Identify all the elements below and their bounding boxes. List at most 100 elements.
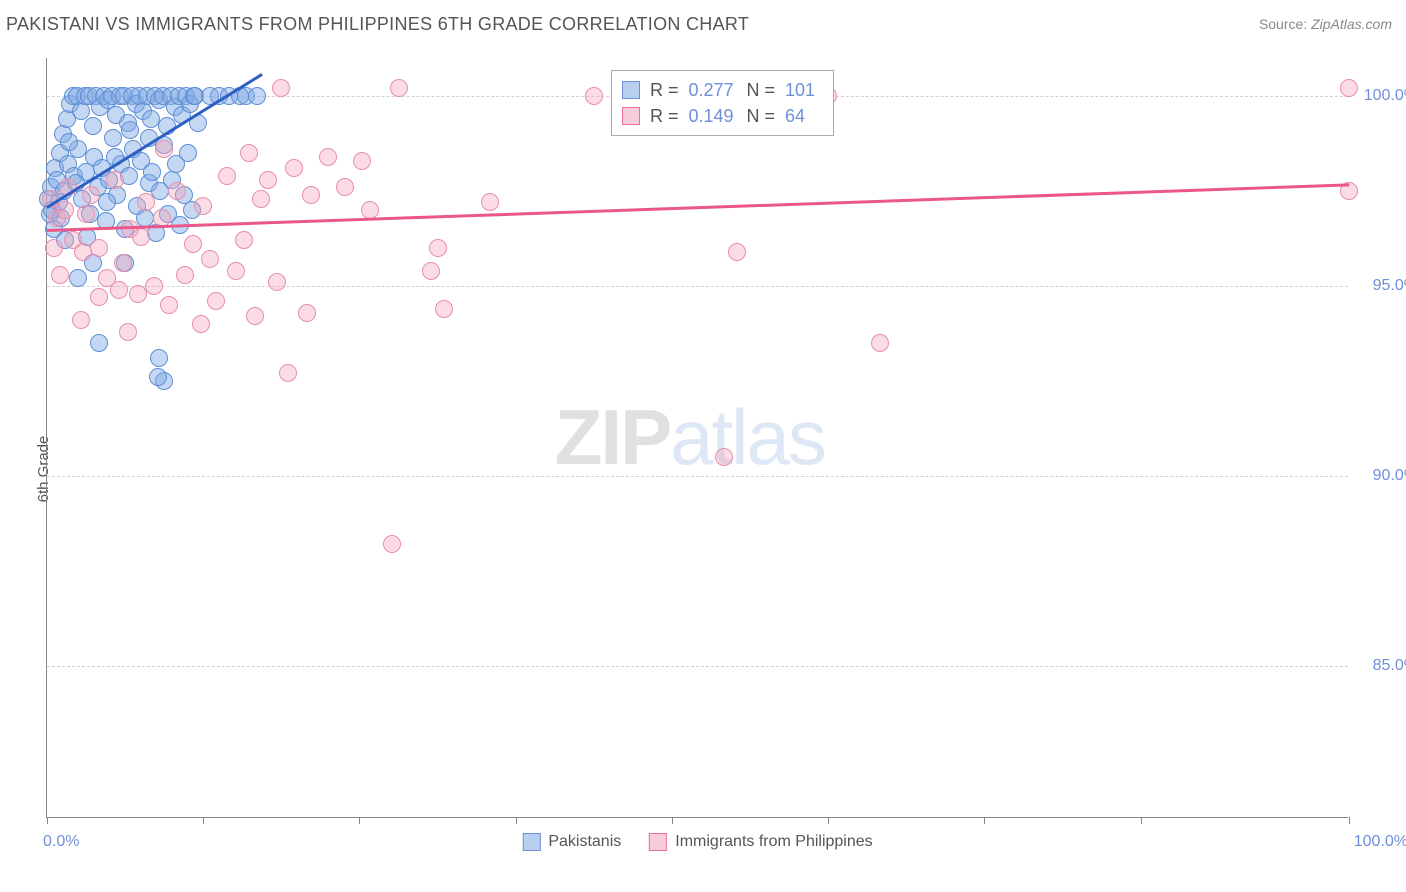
data-point [201, 250, 219, 268]
data-point [302, 186, 320, 204]
stat-r-value: 0.149 [689, 103, 737, 129]
data-point [179, 144, 197, 162]
chart-area: 6th Grade 85.0%90.0%95.0%100.0%0.0%100.0… [0, 46, 1406, 892]
data-point [149, 368, 167, 386]
data-point [728, 243, 746, 261]
gridline [47, 476, 1348, 477]
y-tick-label: 100.0% [1354, 87, 1406, 105]
data-point [77, 205, 95, 223]
data-point [143, 163, 161, 181]
data-point [119, 323, 137, 341]
data-point [106, 171, 124, 189]
x-tick [47, 817, 48, 824]
stats-row: R =0.277N =101 [622, 77, 819, 103]
data-point [137, 193, 155, 211]
data-point [145, 277, 163, 295]
data-point [361, 201, 379, 219]
data-point [298, 304, 316, 322]
data-point [90, 334, 108, 352]
stat-n-label: N = [747, 77, 776, 103]
data-point [121, 121, 139, 139]
data-point [160, 296, 178, 314]
chart-title: PAKISTANI VS IMMIGRANTS FROM PHILIPPINES… [6, 14, 749, 35]
data-point [69, 269, 87, 287]
x-tick [1141, 817, 1142, 824]
gridline [47, 666, 1348, 667]
data-point [82, 186, 100, 204]
data-point [235, 231, 253, 249]
stat-n-value: 101 [785, 77, 819, 103]
data-point [192, 315, 210, 333]
data-point [176, 266, 194, 284]
legend-item: Pakistanis [522, 833, 621, 851]
data-point [285, 159, 303, 177]
data-point [155, 140, 173, 158]
data-point [132, 228, 150, 246]
data-point [60, 133, 78, 151]
data-point [422, 262, 440, 280]
data-point [353, 152, 371, 170]
data-point [150, 349, 168, 367]
data-point [336, 178, 354, 196]
data-point [268, 273, 286, 291]
legend-item: Immigrants from Philippines [649, 833, 872, 851]
chart-source: Source: ZipAtlas.com [1259, 16, 1392, 32]
source-name: ZipAtlas.com [1311, 16, 1392, 32]
data-point [184, 235, 202, 253]
data-point [435, 300, 453, 318]
x-tick-label: 0.0% [43, 833, 79, 851]
gridline [47, 286, 1348, 287]
data-point [227, 262, 245, 280]
x-tick [672, 817, 673, 824]
data-point [585, 87, 603, 105]
data-point [871, 334, 889, 352]
data-point [110, 281, 128, 299]
watermark: ZIPatlas [555, 392, 825, 483]
legend-label: Pakistanis [548, 833, 621, 851]
x-tick [516, 817, 517, 824]
data-point [207, 292, 225, 310]
data-point [84, 117, 102, 135]
data-point [252, 190, 270, 208]
data-point [319, 148, 337, 166]
chart-header: PAKISTANI VS IMMIGRANTS FROM PHILIPPINES… [6, 14, 1396, 42]
y-tick-label: 85.0% [1354, 657, 1406, 675]
data-point [194, 197, 212, 215]
legend-label: Immigrants from Philippines [675, 833, 872, 851]
data-point [104, 129, 122, 147]
source-prefix: Source: [1259, 16, 1311, 32]
data-point [481, 193, 499, 211]
data-point [240, 144, 258, 162]
x-tick [203, 817, 204, 824]
x-tick [828, 817, 829, 824]
data-point [383, 535, 401, 553]
data-point [1340, 79, 1358, 97]
stat-n-value: 64 [785, 103, 819, 129]
data-point [114, 254, 132, 272]
data-point [279, 364, 297, 382]
trend-line [47, 183, 1349, 232]
data-point [390, 79, 408, 97]
scatter-plot: 85.0%90.0%95.0%100.0%0.0%100.0%ZIPatlasR… [46, 58, 1348, 818]
data-point [429, 239, 447, 257]
stats-row: R = 0.149 N = 64 [622, 103, 819, 129]
stat-r-label: R = [650, 77, 679, 103]
data-point [248, 87, 266, 105]
legend-swatch [622, 81, 640, 99]
data-point [45, 239, 63, 257]
y-tick-label: 95.0% [1354, 277, 1406, 295]
bottom-legend: Pakistanis Immigrants from Philippines [522, 833, 872, 851]
data-point [246, 307, 264, 325]
legend-swatch [649, 833, 667, 851]
legend-swatch [522, 833, 540, 851]
data-point [72, 311, 90, 329]
x-tick-label: 100.0% [1354, 833, 1406, 851]
data-point [98, 193, 116, 211]
x-tick [359, 817, 360, 824]
stat-n-label: N = [747, 103, 776, 129]
stat-r-label: R = [650, 103, 679, 129]
legend-swatch [622, 107, 640, 125]
data-point [56, 201, 74, 219]
data-point [168, 182, 186, 200]
x-tick [984, 817, 985, 824]
